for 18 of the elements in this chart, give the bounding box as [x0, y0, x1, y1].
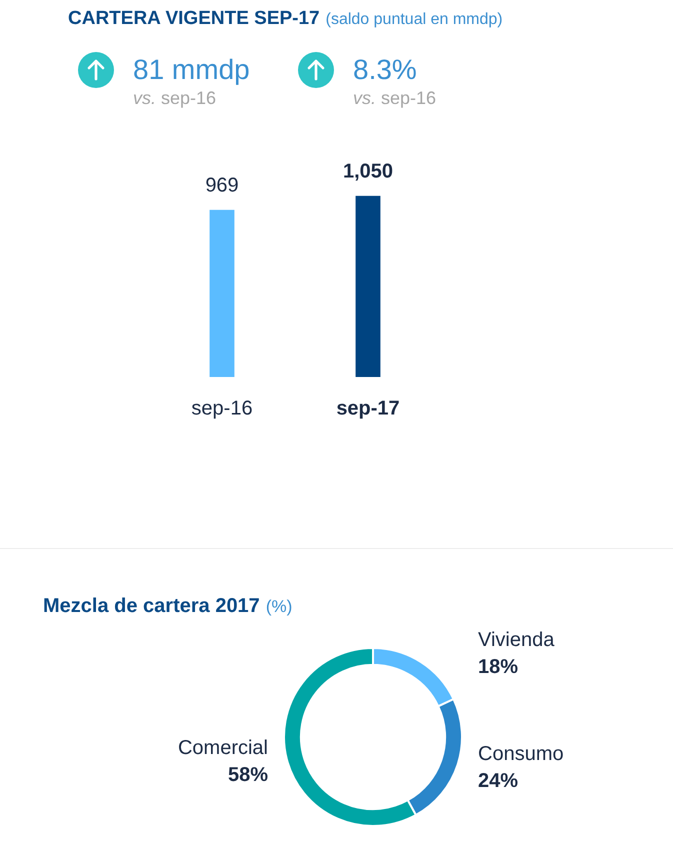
text: vs. sep-16 — [133, 88, 216, 108]
data-label: 969 — [205, 174, 239, 196]
slice-label: Vivienda — [478, 628, 556, 651]
slice-label: Consumo — [478, 743, 564, 766]
data-label: 18% — [478, 656, 518, 678]
data-label: 1,050 — [342, 160, 394, 182]
data-label: 58% — [228, 764, 268, 786]
text: 8.3% — [353, 54, 417, 86]
x-tick-label: sep-16 — [191, 398, 253, 420]
chart-title: Mezcla de cartera 2017 — [43, 595, 260, 617]
chart-subtitle: (%) — [266, 597, 292, 616]
slice-label: Comercial — [178, 737, 268, 760]
x-tick-label: sep-17 — [336, 398, 400, 420]
chart-title: CARTERA VIGENTE SEP-17 — [68, 8, 320, 29]
data-label: 24% — [478, 770, 518, 792]
chart-subtitle: (saldo puntual en mmdp) — [326, 11, 503, 28]
text: 81 mmdp — [133, 54, 250, 86]
text: vs. sep-16 — [353, 88, 436, 108]
